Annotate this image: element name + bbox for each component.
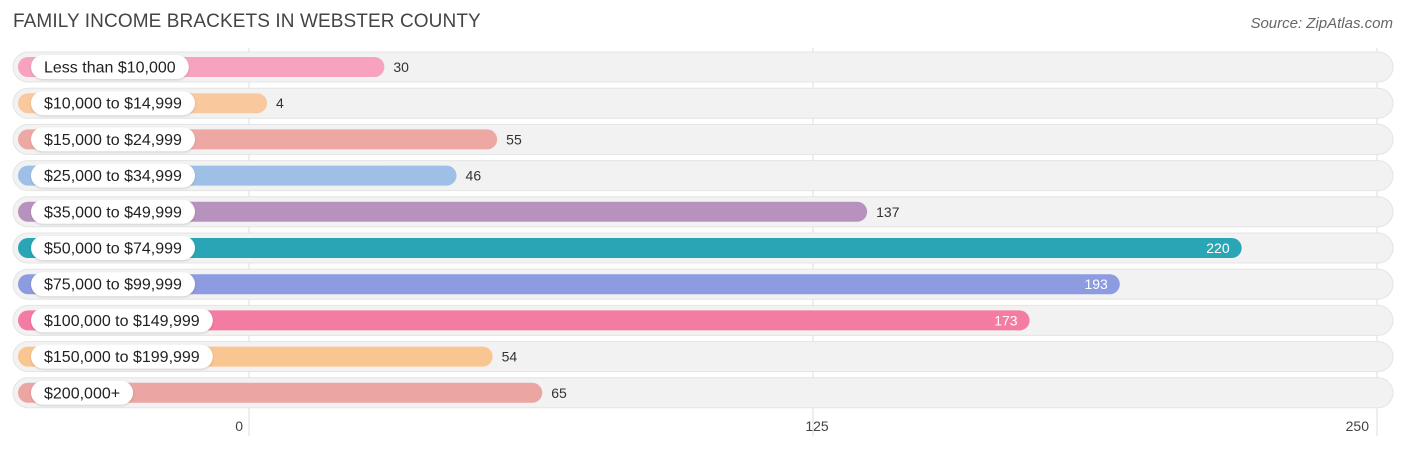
- bar[interactable]: [18, 274, 1120, 295]
- x-tick-label: 250: [1346, 418, 1370, 434]
- bar-row: $150,000 to $199,999 54: [12, 341, 1394, 373]
- value-label: 55: [506, 131, 522, 147]
- category-label: $150,000 to $199,999: [44, 349, 200, 366]
- bar-row: $35,000 to $49,999 137: [12, 196, 1394, 228]
- chart-source: Source: ZipAtlas.com: [1250, 15, 1393, 32]
- category-label: $50,000 to $74,999: [44, 241, 182, 258]
- bar-row: Less than $10,000 30: [12, 51, 1394, 83]
- value-label: 46: [466, 168, 482, 184]
- value-label: 137: [876, 204, 900, 220]
- bar-row: $200,000+ 65: [12, 377, 1394, 409]
- category-label-pill: [31, 308, 213, 333]
- bar-row: $15,000 to $24,999 55: [12, 123, 1394, 155]
- category-label: $25,000 to $34,999: [44, 168, 182, 185]
- bar-row: $25,000 to $34,999 46: [12, 160, 1394, 192]
- chart-title: FAMILY INCOME BRACKETS IN WEBSTER COUNTY: [13, 11, 481, 32]
- bar-row: $50,000 to $74,999 220: [12, 232, 1394, 264]
- bar-row: $100,000 to $149,999 173: [12, 304, 1394, 336]
- category-label: $15,000 to $24,999: [44, 132, 182, 149]
- category-label: Less than $10,000: [44, 60, 176, 77]
- category-label: $200,000+: [44, 385, 120, 402]
- x-tick-label: 0: [235, 418, 243, 434]
- x-axis-ticks: 0 125 250: [235, 418, 1369, 434]
- bar-track: [12, 87, 1394, 119]
- category-label-pill: [31, 91, 196, 116]
- x-tick-label: 125: [805, 418, 829, 434]
- value-label: 65: [551, 385, 567, 401]
- category-label-pill: [31, 163, 196, 188]
- category-label: $35,000 to $49,999: [44, 204, 182, 221]
- value-label: 173: [994, 312, 1018, 328]
- bar[interactable]: [18, 310, 1030, 331]
- category-label: $10,000 to $14,999: [44, 96, 182, 113]
- category-label-pill: [31, 344, 213, 369]
- category-label-pill: [31, 127, 196, 152]
- value-label: 4: [276, 95, 284, 111]
- value-label: 193: [1084, 276, 1108, 292]
- bar[interactable]: [18, 238, 1242, 258]
- category-label: $100,000 to $149,999: [44, 313, 200, 330]
- value-label: 220: [1206, 240, 1230, 256]
- value-label: 54: [502, 349, 518, 365]
- bar-row: $10,000 to $14,999 4: [12, 87, 1394, 119]
- category-label-pill: [31, 236, 196, 260]
- category-label-pill: [31, 55, 189, 79]
- category-label: $75,000 to $99,999: [44, 277, 182, 294]
- category-label-pill: [31, 199, 196, 224]
- bar-row: $75,000 to $99,999 193: [12, 268, 1394, 300]
- bar[interactable]: [18, 382, 543, 403]
- bar-rows: Less than $10,000 30$10,000 to $14,999 4$1…: [12, 51, 1394, 409]
- category-label-pill: [31, 380, 134, 405]
- category-label-pill: [31, 272, 196, 297]
- value-label: 30: [393, 59, 409, 75]
- bar[interactable]: [18, 201, 868, 222]
